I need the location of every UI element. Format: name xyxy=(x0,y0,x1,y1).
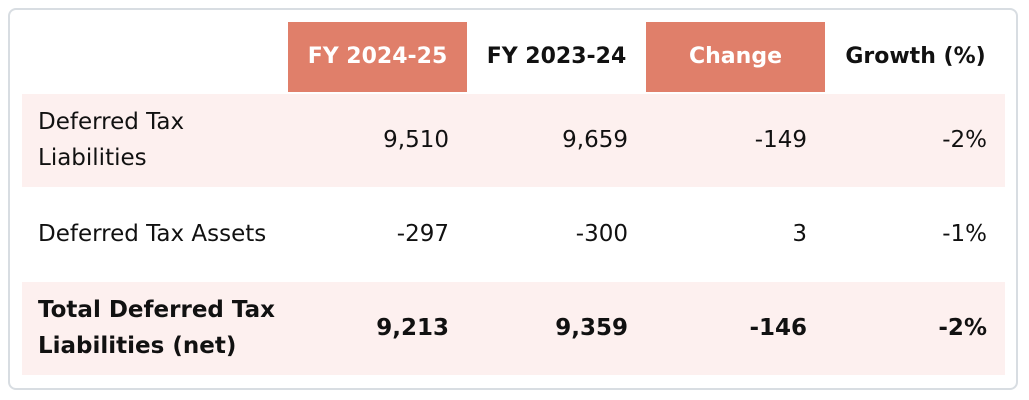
cell-value: 3 xyxy=(792,220,807,247)
cell-value: 9,359 xyxy=(555,314,628,341)
row-background xyxy=(22,94,1005,187)
row-label: Deferred Tax Assets xyxy=(38,220,267,247)
cell-value: -300 xyxy=(575,220,628,247)
cell-value: 9,510 xyxy=(383,126,449,153)
cell-value: -2% xyxy=(942,126,987,153)
column-header: FY 2024-25 xyxy=(288,22,467,92)
cell-value: -146 xyxy=(749,314,807,341)
cell-value: 9,213 xyxy=(376,314,449,341)
column-header: Change xyxy=(646,22,825,92)
row-background xyxy=(22,282,1005,375)
cell-value: -1% xyxy=(942,220,987,247)
table-frame xyxy=(8,8,1018,390)
cell-value: -149 xyxy=(754,126,807,153)
column-header: Growth (%) xyxy=(845,43,986,69)
column-header: FY 2023-24 xyxy=(486,43,627,69)
row-label: Total Deferred Tax Liabilities (net) xyxy=(38,296,275,359)
row-label: Deferred Tax Liabilities xyxy=(38,108,185,171)
cell-value: 9,659 xyxy=(562,126,628,153)
cell-value: -2% xyxy=(938,314,987,341)
cell-value: -297 xyxy=(396,220,449,247)
